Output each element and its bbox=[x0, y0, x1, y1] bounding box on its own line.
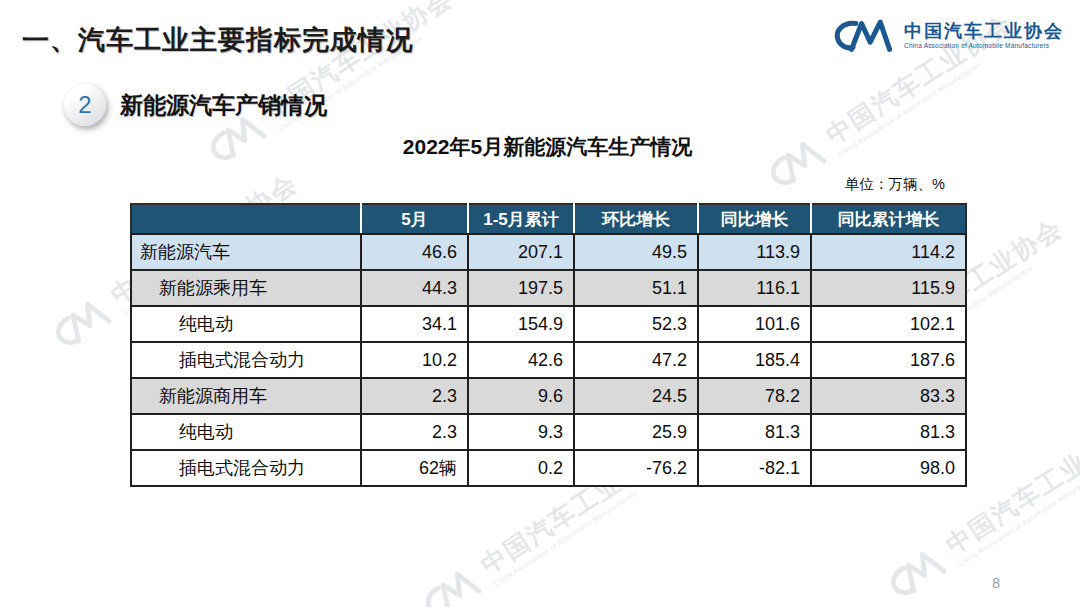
cell-value: 42.6 bbox=[468, 342, 574, 378]
col-header-mom-growth: 环比增长 bbox=[574, 204, 698, 234]
cell-value: 78.2 bbox=[698, 378, 811, 414]
cell-value: 9.6 bbox=[468, 378, 574, 414]
row-label: 纯电动 bbox=[131, 306, 361, 342]
table-row: 纯电动 34.1 154.9 52.3 101.6 102.1 bbox=[131, 306, 966, 342]
row-label: 纯电动 bbox=[131, 414, 361, 450]
table-row: 新能源汽车 46.6 207.1 49.5 113.9 114.2 bbox=[131, 234, 966, 270]
cell-value: 187.6 bbox=[811, 342, 966, 378]
row-label: 新能源汽车 bbox=[131, 234, 361, 270]
cell-value: 0.2 bbox=[468, 450, 574, 486]
watermark-text-en: China Association of Automobile Manufact… bbox=[958, 444, 1080, 568]
col-header-cumulative: 1-5月累计 bbox=[468, 204, 574, 234]
row-label: 插电式混合动力 bbox=[131, 450, 361, 486]
cell-value: 81.3 bbox=[698, 414, 811, 450]
cell-value: 10.2 bbox=[361, 342, 468, 378]
cell-value: 47.2 bbox=[574, 342, 698, 378]
col-header-yoy-growth: 同比增长 bbox=[698, 204, 811, 234]
cell-value: 115.9 bbox=[811, 270, 966, 306]
cell-value: 2.3 bbox=[361, 378, 468, 414]
cell-value: 62辆 bbox=[361, 450, 468, 486]
table-row: 插电式混合动力 10.2 42.6 47.2 185.4 187.6 bbox=[131, 342, 966, 378]
cell-value: 102.1 bbox=[811, 306, 966, 342]
cell-value: 185.4 bbox=[698, 342, 811, 378]
table-row: 新能源商用车 2.3 9.6 24.5 78.2 83.3 bbox=[131, 378, 966, 414]
col-header-yoy-cumulative-growth: 同比累计增长 bbox=[811, 204, 966, 234]
cell-value: 49.5 bbox=[574, 234, 698, 270]
row-label: 插电式混合动力 bbox=[131, 342, 361, 378]
unit-note: 单位：万辆、% bbox=[845, 175, 945, 194]
caam-monogram-icon bbox=[41, 288, 119, 360]
caam-monogram-icon bbox=[876, 538, 954, 607]
cell-value: -82.1 bbox=[698, 450, 811, 486]
cell-value: 114.2 bbox=[811, 234, 966, 270]
section-number-badge: 2 bbox=[64, 84, 106, 126]
cell-value: 9.3 bbox=[468, 414, 574, 450]
logo-name-en: China Association of Automobile Manufact… bbox=[904, 42, 1064, 49]
section-heading: 2 新能源汽车产销情况 bbox=[64, 84, 327, 126]
cell-value: 24.5 bbox=[574, 378, 698, 414]
page-title: 一、汽车工业主要指标完成情况 bbox=[22, 22, 414, 58]
caam-monogram-icon bbox=[411, 558, 489, 607]
table-row: 新能源乘用车 44.3 197.5 51.1 116.1 115.9 bbox=[131, 270, 966, 306]
cell-value: 154.9 bbox=[468, 306, 574, 342]
row-label: 新能源乘用车 bbox=[131, 270, 361, 306]
production-table: 5月 1-5月累计 环比增长 同比增长 同比累计增长 新能源汽车 46.6 20… bbox=[130, 203, 967, 487]
cell-value: 2.3 bbox=[361, 414, 468, 450]
table-title: 2022年5月新能源汽车生产情况 bbox=[130, 133, 965, 161]
table-row: 插电式混合动力 62辆 0.2 -76.2 -82.1 98.0 bbox=[131, 450, 966, 486]
cell-value: 113.9 bbox=[698, 234, 811, 270]
cell-value: -76.2 bbox=[574, 450, 698, 486]
cell-value: 207.1 bbox=[468, 234, 574, 270]
cell-value: 46.6 bbox=[361, 234, 468, 270]
table-row: 纯电动 2.3 9.3 25.9 81.3 81.3 bbox=[131, 414, 966, 450]
section-title: 新能源汽车产销情况 bbox=[120, 90, 327, 121]
slide: 中国汽车工业协会China Association of Automobile … bbox=[0, 0, 1080, 607]
col-header-category bbox=[131, 204, 361, 234]
cell-value: 51.1 bbox=[574, 270, 698, 306]
cell-value: 83.3 bbox=[811, 378, 966, 414]
logo-name-zh: 中国汽车工业协会 bbox=[904, 21, 1064, 42]
cell-value: 25.9 bbox=[574, 414, 698, 450]
cell-value: 197.5 bbox=[468, 270, 574, 306]
row-label: 新能源商用车 bbox=[131, 378, 361, 414]
cell-value: 101.6 bbox=[698, 306, 811, 342]
caam-logo: 中国汽车工业协会 China Association of Automobile… bbox=[830, 12, 1064, 58]
table-header-row: 5月 1-5月累计 环比增长 同比增长 同比累计增长 bbox=[131, 204, 966, 234]
cell-value: 116.1 bbox=[698, 270, 811, 306]
cell-value: 98.0 bbox=[811, 450, 966, 486]
cell-value: 81.3 bbox=[811, 414, 966, 450]
page-number: 8 bbox=[992, 575, 1000, 591]
cell-value: 44.3 bbox=[361, 270, 468, 306]
cell-value: 52.3 bbox=[574, 306, 698, 342]
col-header-may: 5月 bbox=[361, 204, 468, 234]
caam-monogram-icon bbox=[830, 12, 896, 58]
cell-value: 34.1 bbox=[361, 306, 468, 342]
